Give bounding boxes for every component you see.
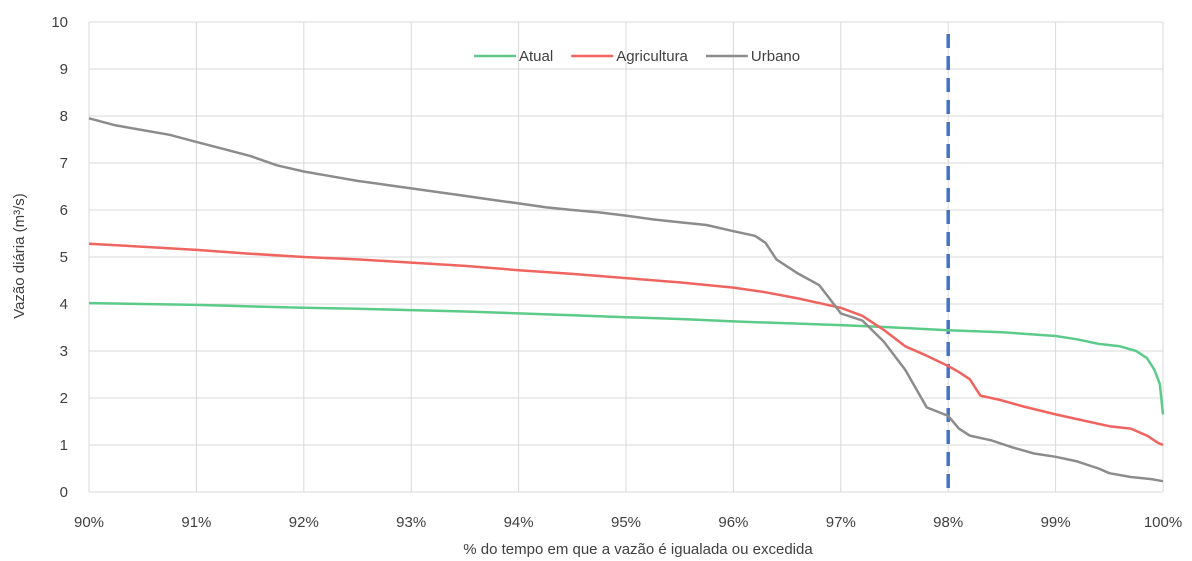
series-line-atual xyxy=(88,301,1165,415)
x-tick-label: 98% xyxy=(933,514,963,531)
series-line-agricultura xyxy=(88,242,1164,447)
y-tick-label: 5 xyxy=(60,249,68,266)
legend-item-agricultura: Agricultura xyxy=(571,48,689,65)
x-tick-label: 93% xyxy=(396,514,426,531)
x-tick-label: 91% xyxy=(181,514,211,531)
chart-legend: Atual Agricultura Urbano xyxy=(474,48,800,65)
x-axis-ticks: 90% 91% 92% 93% 94% 95% 96% 97% 98% 99% 100% xyxy=(74,514,1182,531)
legend-label: Atual xyxy=(519,48,553,65)
x-tick-label: 94% xyxy=(504,514,534,531)
y-tick-label: 8 xyxy=(60,108,68,125)
legend-label: Agricultura xyxy=(616,48,688,65)
y-tick-label: 10 xyxy=(51,14,68,31)
y-tick-label: 3 xyxy=(60,343,68,360)
legend-item-atual: Atual xyxy=(474,48,553,65)
x-axis-title: % do tempo em que a vazão é igualada ou … xyxy=(463,541,813,558)
y-tick-label: 6 xyxy=(60,202,68,219)
x-tick-label: 100% xyxy=(1144,514,1182,531)
y-tick-label: 9 xyxy=(60,61,68,78)
series-lines xyxy=(88,117,1165,483)
y-axis-ticks: 0 1 2 3 4 5 6 7 8 9 10 xyxy=(51,14,68,501)
x-tick-label: 99% xyxy=(1041,514,1071,531)
y-tick-label: 1 xyxy=(60,437,68,454)
y-tick-label: 0 xyxy=(60,484,68,501)
y-tick-label: 2 xyxy=(60,390,68,407)
legend-item-urbano: Urbano xyxy=(705,48,800,65)
y-axis-title: Vazão diária (m³/s) xyxy=(11,193,28,319)
legend-label: Urbano xyxy=(751,48,800,65)
x-tick-label: 97% xyxy=(826,514,856,531)
x-tick-label: 96% xyxy=(718,514,748,531)
x-tick-label: 90% xyxy=(74,514,104,531)
chart-grid xyxy=(88,21,1164,493)
x-tick-label: 92% xyxy=(289,514,319,531)
y-tick-label: 7 xyxy=(60,155,68,172)
series-line-urbano xyxy=(88,117,1164,483)
x-tick-label: 95% xyxy=(611,514,641,531)
y-tick-label: 4 xyxy=(60,296,68,313)
